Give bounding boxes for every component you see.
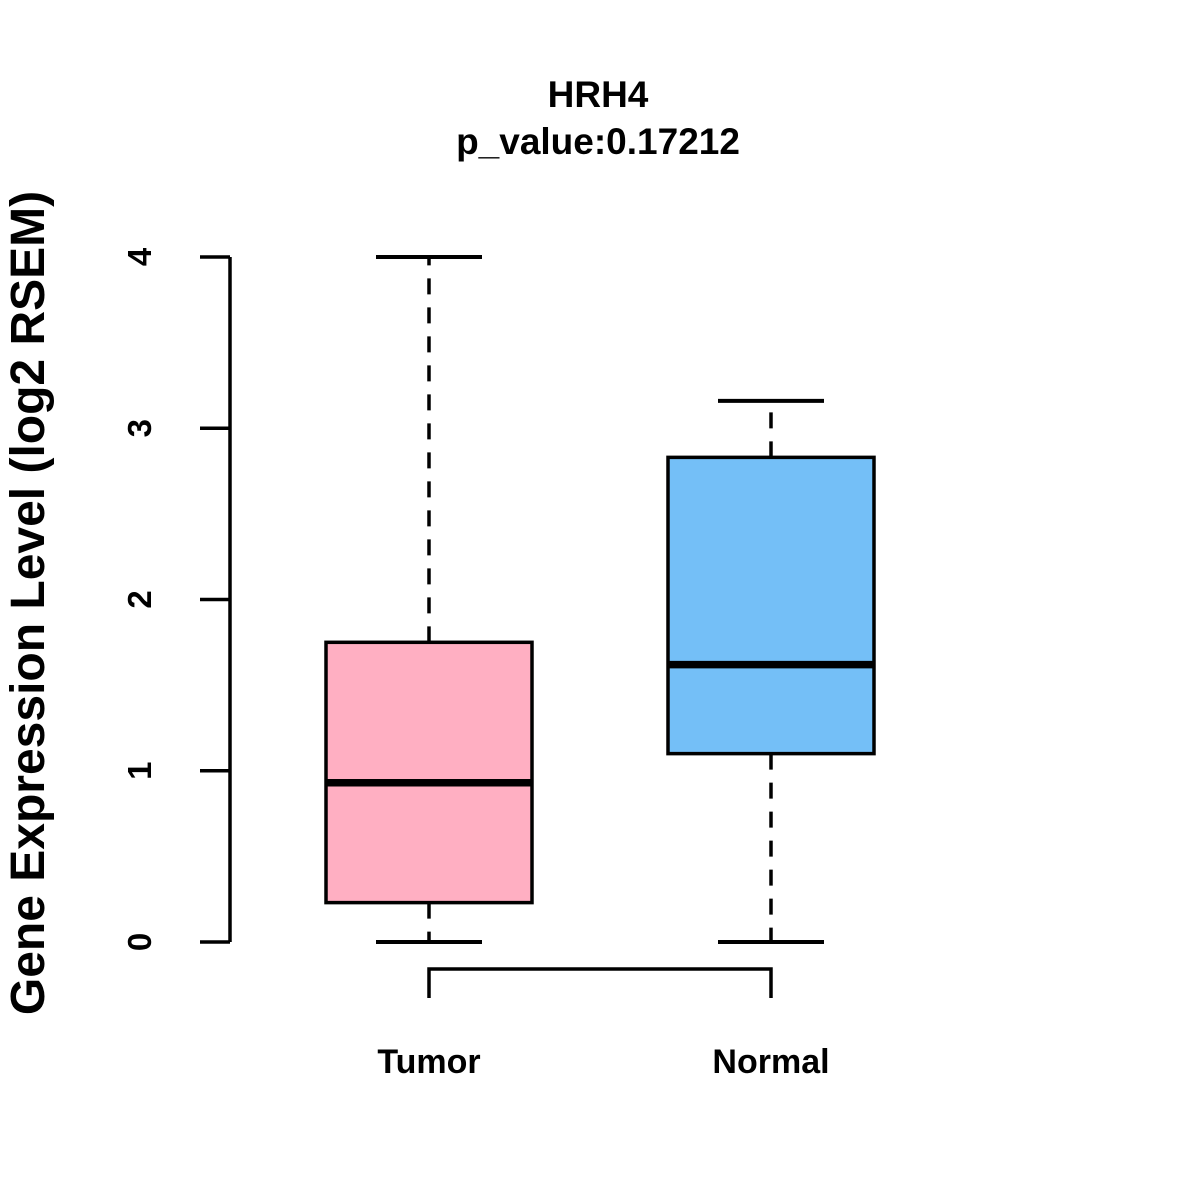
y-axis-tick-label-4: 4: [121, 247, 158, 266]
y-axis-tick-label-2: 2: [121, 590, 158, 608]
category-label-normal: Normal: [712, 1043, 829, 1081]
y-axis-tick-label-0: 0: [121, 933, 158, 951]
chart-title: HRH4: [548, 74, 649, 115]
box-tumor: [324, 640, 534, 905]
box-normal: [666, 455, 876, 756]
y-axis-tick-label-1: 1: [121, 762, 158, 780]
chart-subtitle: p_value:0.17212: [456, 121, 740, 162]
comparison-bracket: [427, 967, 773, 998]
plot-area: 0 1 2 3 4: [121, 247, 876, 998]
category-label-tumor: Tumor: [377, 1043, 480, 1081]
y-axis-label: Gene Expression Level (log2 RSEM): [2, 191, 55, 1015]
y-axis-tick-label-3: 3: [121, 419, 158, 437]
